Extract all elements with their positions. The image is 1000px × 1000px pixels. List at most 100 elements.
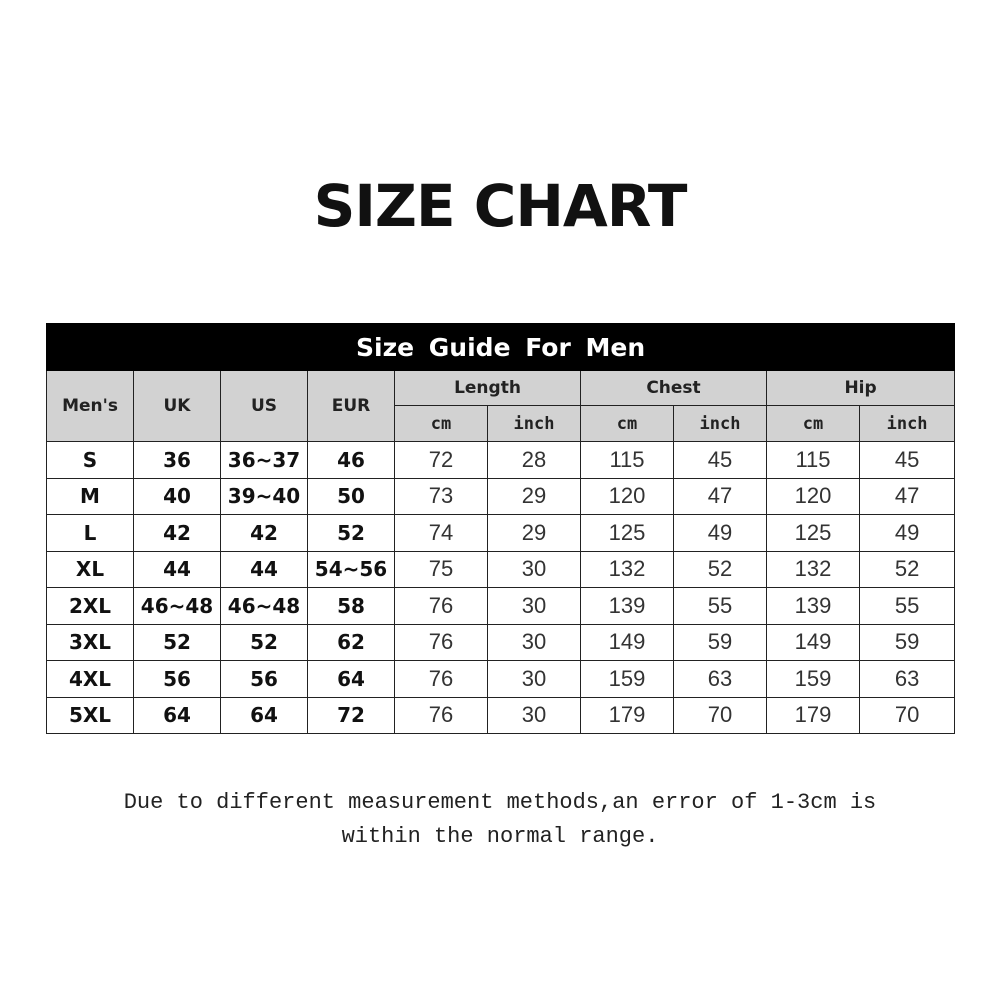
table-banner: Size Guide For Men <box>45 323 956 371</box>
table-cell: 5XL <box>46 696 134 734</box>
table-cell: 64 <box>307 660 395 698</box>
table-cell: 30 <box>487 696 581 734</box>
table-cell: 56 <box>133 660 221 698</box>
unit-header: cm <box>394 405 488 442</box>
table-cell: 29 <box>487 477 581 515</box>
table-cell: 139 <box>580 587 674 625</box>
table-cell: 132 <box>580 550 674 588</box>
table-cell: 76 <box>394 623 488 661</box>
table-cell: 45 <box>858 441 956 479</box>
table-row: 2XL 46~48 46~48 58 76 30 139 55 139 55 <box>46 587 956 625</box>
table-cell: 75 <box>394 550 488 588</box>
table-cell: 120 <box>766 477 860 515</box>
table-cell: 59 <box>858 623 956 661</box>
unit-header: inch <box>487 405 581 442</box>
table-cell: 64 <box>220 696 308 734</box>
header-chest: Chest <box>580 370 767 406</box>
table-cell: 54~56 <box>307 550 395 588</box>
header-mens: Men's <box>46 370 134 442</box>
table-cell: 120 <box>580 477 674 515</box>
header-hip: Hip <box>765 370 956 406</box>
table-row: 5XL 64 64 72 76 30 179 70 179 70 <box>46 696 956 734</box>
table-cell: 49 <box>673 514 767 552</box>
table-cell: 149 <box>766 623 860 661</box>
table-cell: 62 <box>307 623 395 661</box>
table-cell: 50 <box>307 477 395 515</box>
table-cell: 125 <box>766 514 860 552</box>
unit-header: cm <box>580 405 674 442</box>
table-cell: 36~37 <box>220 441 308 479</box>
table-row: M 40 39~40 50 73 29 120 47 120 47 <box>46 477 956 515</box>
table-cell: 76 <box>394 660 488 698</box>
table-cell: 39~40 <box>220 477 308 515</box>
table-cell: 149 <box>580 623 674 661</box>
table-cell: 28 <box>487 441 581 479</box>
table-cell: 59 <box>673 623 767 661</box>
table-cell: 63 <box>673 660 767 698</box>
table-cell: 30 <box>487 550 581 588</box>
table-cell: 36 <box>133 441 221 479</box>
header-length: Length <box>394 370 581 406</box>
page-title: SIZE CHART <box>313 172 688 240</box>
table-cell: 72 <box>394 441 488 479</box>
table-cell: 159 <box>766 660 860 698</box>
table-cell: 159 <box>580 660 674 698</box>
header-us: US <box>220 370 308 442</box>
table-cell: 115 <box>766 441 860 479</box>
table-cell: 30 <box>487 660 581 698</box>
table-cell: 42 <box>220 514 308 552</box>
table-cell: 4XL <box>46 660 134 698</box>
size-table: Size Guide For Men Men's UK US EUR Lengt… <box>45 323 956 734</box>
table-cell: 52 <box>307 514 395 552</box>
table-cell: 46~48 <box>133 587 221 625</box>
table-cell: XL <box>46 550 134 588</box>
table-cell: 52 <box>673 550 767 588</box>
table-cell: M <box>46 477 134 515</box>
table-cell: 44 <box>220 550 308 588</box>
table-cell: 46 <box>307 441 395 479</box>
table-row: S 36 36~37 46 72 28 115 45 115 45 <box>46 441 956 479</box>
table-cell: 125 <box>580 514 674 552</box>
table-cell: 2XL <box>46 587 134 625</box>
table-cell: 40 <box>133 477 221 515</box>
header-uk: UK <box>133 370 221 442</box>
unit-header: cm <box>766 405 860 442</box>
table-cell: L <box>46 514 134 552</box>
table-cell: 45 <box>673 441 767 479</box>
table-cell: 139 <box>766 587 860 625</box>
table-row: L 42 42 52 74 29 125 49 125 49 <box>46 514 956 552</box>
table-cell: 58 <box>307 587 395 625</box>
table-cell: 64 <box>133 696 221 734</box>
table-cell: 3XL <box>46 623 134 661</box>
table-cell: 44 <box>133 550 221 588</box>
table-cell: 56 <box>220 660 308 698</box>
table-cell: 42 <box>133 514 221 552</box>
table-cell: 52 <box>858 550 956 588</box>
table-cell: 76 <box>394 696 488 734</box>
unit-header: inch <box>858 405 956 442</box>
table-cell: 30 <box>487 587 581 625</box>
table-cell: 46~48 <box>220 587 308 625</box>
table-cell: S <box>46 441 134 479</box>
table-row: 4XL 56 56 64 76 30 159 63 159 63 <box>46 660 956 698</box>
table-cell: 55 <box>858 587 956 625</box>
note-line-1: Due to different measurement methods,an … <box>123 790 877 815</box>
table-cell: 70 <box>858 696 956 734</box>
table-cell: 76 <box>394 587 488 625</box>
table-row: XL 44 44 54~56 75 30 132 52 132 52 <box>46 550 956 588</box>
table-cell: 74 <box>394 514 488 552</box>
unit-header: inch <box>673 405 767 442</box>
table-cell: 63 <box>858 660 956 698</box>
note-line-2: within the normal range. <box>341 824 659 849</box>
table-cell: 72 <box>307 696 395 734</box>
header-eur: EUR <box>307 370 395 442</box>
table-row: 3XL 52 52 62 76 30 149 59 149 59 <box>46 623 956 661</box>
table-cell: 115 <box>580 441 674 479</box>
table-cell: 52 <box>133 623 221 661</box>
table-cell: 30 <box>487 623 581 661</box>
table-cell: 47 <box>673 477 767 515</box>
table-cell: 29 <box>487 514 581 552</box>
table-cell: 132 <box>766 550 860 588</box>
table-cell: 179 <box>766 696 860 734</box>
table-cell: 52 <box>220 623 308 661</box>
